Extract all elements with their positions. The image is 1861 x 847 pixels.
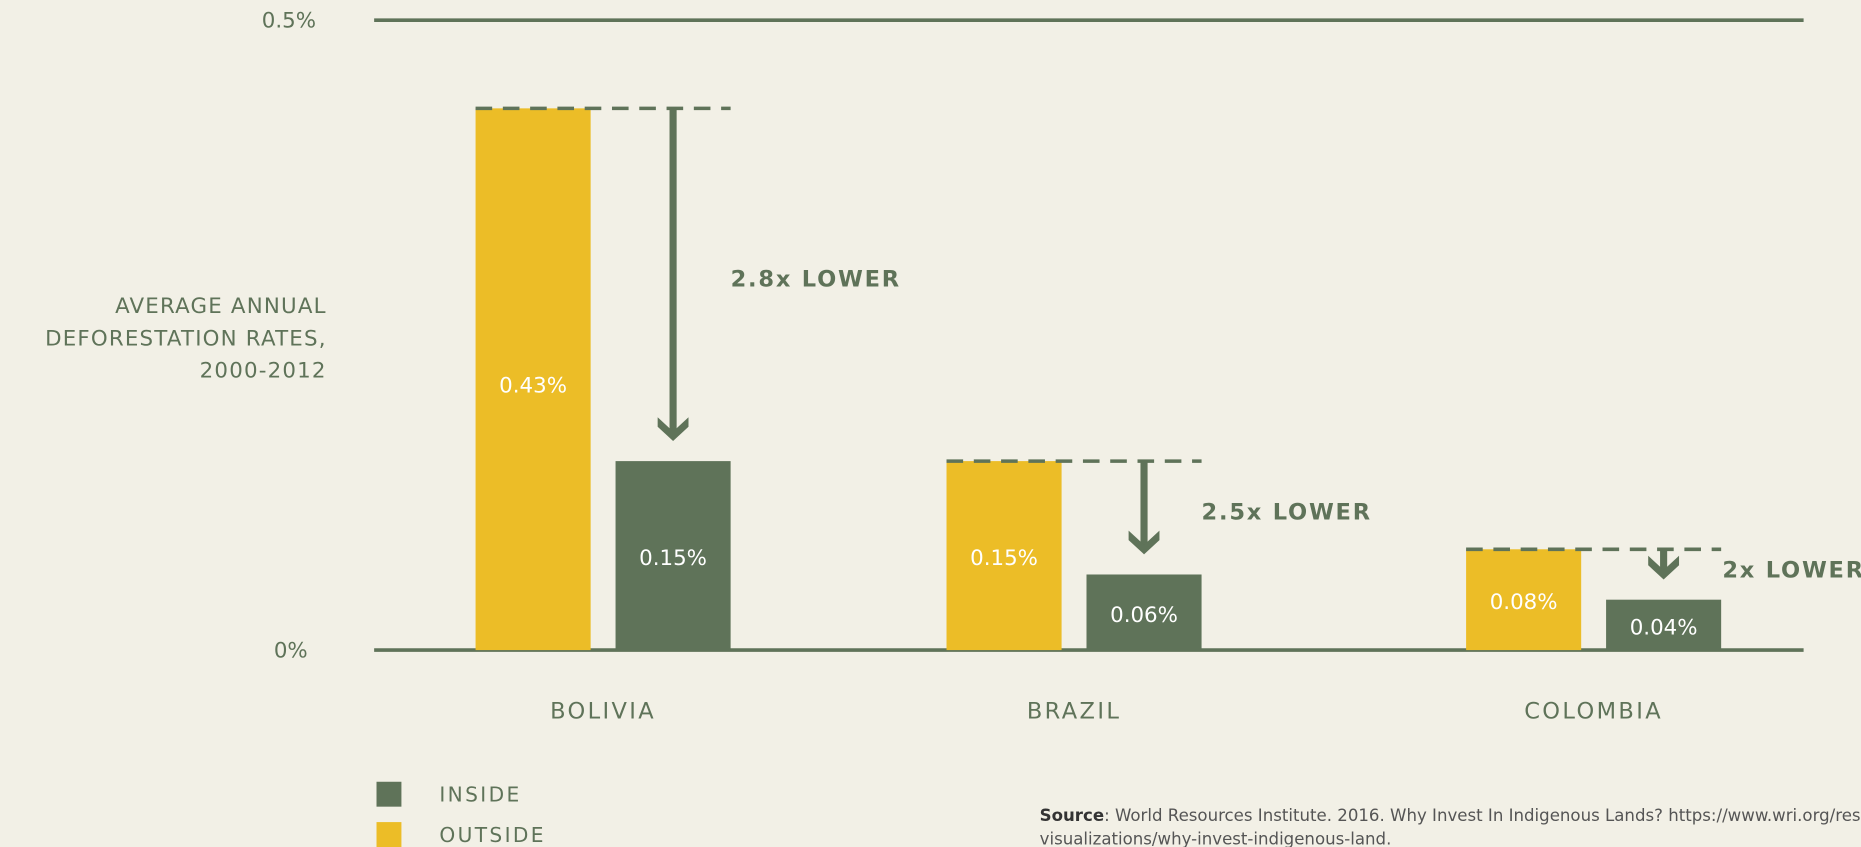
value-label: 0.06% [1110, 603, 1178, 628]
x-tick-label: COLOMBIA [1524, 698, 1663, 724]
value-label: 0.15% [970, 546, 1038, 571]
source: Source: World Resources Institute. 2016.… [1040, 806, 1861, 825]
bar [475, 108, 591, 651]
x-tick-label: BOLIVIA [550, 698, 656, 724]
legend-swatch [376, 822, 402, 847]
legend-label: INSIDE [439, 782, 521, 806]
x-tick-label: BRAZIL [1027, 698, 1121, 724]
value-label: 0.15% [639, 546, 707, 571]
annotation: 2.8x LOWER [731, 266, 901, 292]
annotation: 2x LOWER [1722, 557, 1861, 583]
annotation: 2.5x LOWER [1202, 500, 1372, 526]
y-tick-label: 0.5% [262, 8, 316, 33]
arrow-head [657, 417, 689, 441]
bar [615, 461, 731, 651]
value-label: 0.04% [1630, 615, 1698, 640]
source-label: Source [1040, 806, 1104, 825]
legend-label: OUTSIDE [439, 823, 546, 847]
arrow-head [1128, 530, 1160, 555]
value-label: 0.08% [1490, 590, 1558, 615]
source-text: : World Resources Institute. 2016. Why I… [1104, 806, 1861, 825]
bar [1606, 599, 1722, 651]
source-text: visualizations/why-invest-indigenous-lan… [1040, 829, 1392, 847]
bar [1086, 574, 1202, 651]
legend-swatch [376, 781, 402, 807]
bar [946, 461, 1062, 651]
y-axis-label: AVERAGE ANNUAL [115, 294, 327, 319]
arrow-head [1648, 555, 1680, 580]
y-axis-label: 2000-2012 [200, 358, 327, 383]
bar [1466, 549, 1582, 651]
y-tick-label: 0% [274, 638, 308, 663]
value-label: 0.43% [499, 374, 567, 399]
y-axis-label: DEFORESTATION RATES, [45, 326, 327, 351]
